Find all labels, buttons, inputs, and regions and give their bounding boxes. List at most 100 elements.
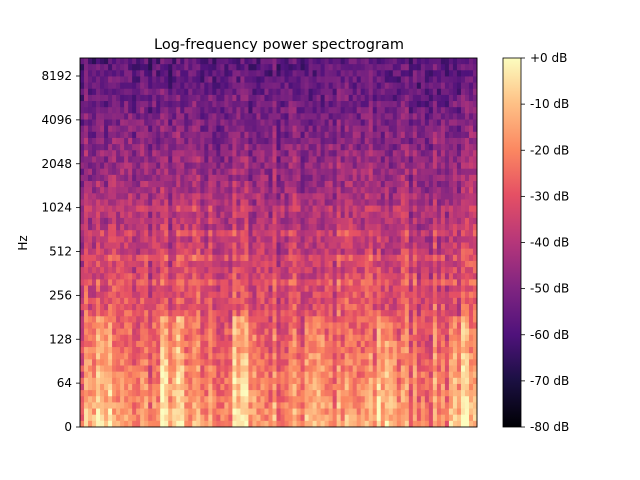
heatmap-cell xyxy=(260,322,265,329)
heatmap-cell xyxy=(152,334,157,342)
heatmap-cell xyxy=(236,205,241,213)
heatmap-cell xyxy=(96,334,101,342)
heatmap-cell xyxy=(464,94,470,102)
heatmap-cell xyxy=(436,273,442,280)
heatmap-cell xyxy=(124,285,129,293)
heatmap-cell xyxy=(156,254,161,262)
heatmap-cell xyxy=(380,304,386,311)
heatmap-cell xyxy=(468,137,474,145)
heatmap-cell xyxy=(92,193,97,200)
heatmap-cell xyxy=(292,144,297,151)
heatmap-cell xyxy=(244,168,249,176)
heatmap-cell xyxy=(280,193,285,200)
heatmap-cell xyxy=(400,199,406,206)
heatmap-cell xyxy=(132,144,137,151)
heatmap-cell xyxy=(236,260,241,268)
heatmap-cell xyxy=(192,248,197,256)
heatmap-cell xyxy=(396,70,402,77)
heatmap-cell xyxy=(352,119,358,127)
heatmap-cell xyxy=(308,144,313,151)
heatmap-cell xyxy=(424,205,430,213)
heatmap-cell xyxy=(400,101,406,108)
heatmap-cell xyxy=(188,248,193,256)
heatmap-cell xyxy=(436,267,442,274)
heatmap-cell xyxy=(160,162,165,170)
heatmap-cell xyxy=(172,285,177,293)
heatmap-cell xyxy=(384,101,390,108)
heatmap-cell xyxy=(208,285,213,293)
heatmap-cell xyxy=(372,76,378,83)
heatmap-cell xyxy=(288,58,293,65)
heatmap-cell xyxy=(468,279,474,286)
heatmap-cell xyxy=(440,316,446,323)
heatmap-cell xyxy=(344,193,350,200)
heatmap-cell xyxy=(360,168,366,176)
heatmap-cell xyxy=(352,359,358,366)
heatmap-cell xyxy=(320,64,326,71)
heatmap-cell xyxy=(328,58,334,65)
heatmap-cell xyxy=(340,107,346,114)
heatmap-cell xyxy=(200,70,205,77)
heatmap-cell xyxy=(408,316,414,323)
heatmap-cell xyxy=(396,217,402,225)
heatmap-cell xyxy=(224,193,229,200)
heatmap-cell xyxy=(284,267,289,274)
heatmap-cell xyxy=(200,119,205,127)
heatmap-cell xyxy=(204,211,209,219)
heatmap-cell xyxy=(436,88,442,96)
heatmap-cell xyxy=(172,168,177,176)
heatmap-cell xyxy=(424,224,430,231)
heatmap-cell xyxy=(220,187,225,194)
heatmap-cell xyxy=(276,285,281,293)
heatmap-cell xyxy=(96,285,101,293)
heatmap-cell xyxy=(352,224,358,231)
heatmap-cell xyxy=(428,224,434,231)
heatmap-cell xyxy=(472,304,478,311)
heatmap-cell xyxy=(252,224,257,231)
heatmap-cell xyxy=(340,162,346,170)
heatmap-cell xyxy=(100,254,105,262)
heatmap-cell xyxy=(324,162,330,170)
heatmap-cell xyxy=(196,340,201,348)
heatmap-cell xyxy=(352,94,358,102)
heatmap-cell xyxy=(164,168,169,176)
heatmap-cell xyxy=(420,304,426,311)
heatmap-cell xyxy=(184,236,189,243)
heatmap-cell xyxy=(380,217,386,225)
heatmap-cell xyxy=(392,285,398,293)
heatmap-cell xyxy=(384,322,390,329)
heatmap-cell xyxy=(88,304,93,311)
heatmap-cell xyxy=(408,113,414,120)
heatmap-cell xyxy=(200,260,205,268)
heatmap-cell xyxy=(460,137,466,145)
heatmap-cell xyxy=(216,211,221,219)
heatmap-cell xyxy=(80,156,85,163)
heatmap-cell xyxy=(432,193,438,200)
heatmap-cell xyxy=(100,297,105,305)
heatmap-cell xyxy=(376,168,382,176)
heatmap-cell xyxy=(324,181,330,188)
heatmap-cell xyxy=(436,211,442,219)
heatmap-cell xyxy=(180,113,185,120)
heatmap-cell xyxy=(156,291,161,299)
heatmap-cell xyxy=(336,174,342,182)
heatmap-cell xyxy=(424,254,430,262)
heatmap-cell xyxy=(256,285,261,293)
heatmap-cell xyxy=(348,156,354,163)
heatmap-cell xyxy=(468,150,474,157)
heatmap-cell xyxy=(268,230,273,237)
heatmap-cell xyxy=(364,260,370,268)
heatmap-cell xyxy=(132,174,137,182)
heatmap-cell xyxy=(288,285,293,293)
heatmap-cell xyxy=(104,70,109,77)
heatmap-cell xyxy=(468,181,474,188)
heatmap-cell xyxy=(120,254,125,262)
heatmap-cell xyxy=(324,211,330,219)
heatmap-cell xyxy=(416,94,422,102)
heatmap-cell xyxy=(464,168,470,176)
heatmap-cell xyxy=(348,137,354,145)
heatmap-cell xyxy=(232,236,237,243)
heatmap-cell xyxy=(232,224,237,231)
heatmap-cell xyxy=(208,273,213,280)
heatmap-cell xyxy=(172,334,177,342)
